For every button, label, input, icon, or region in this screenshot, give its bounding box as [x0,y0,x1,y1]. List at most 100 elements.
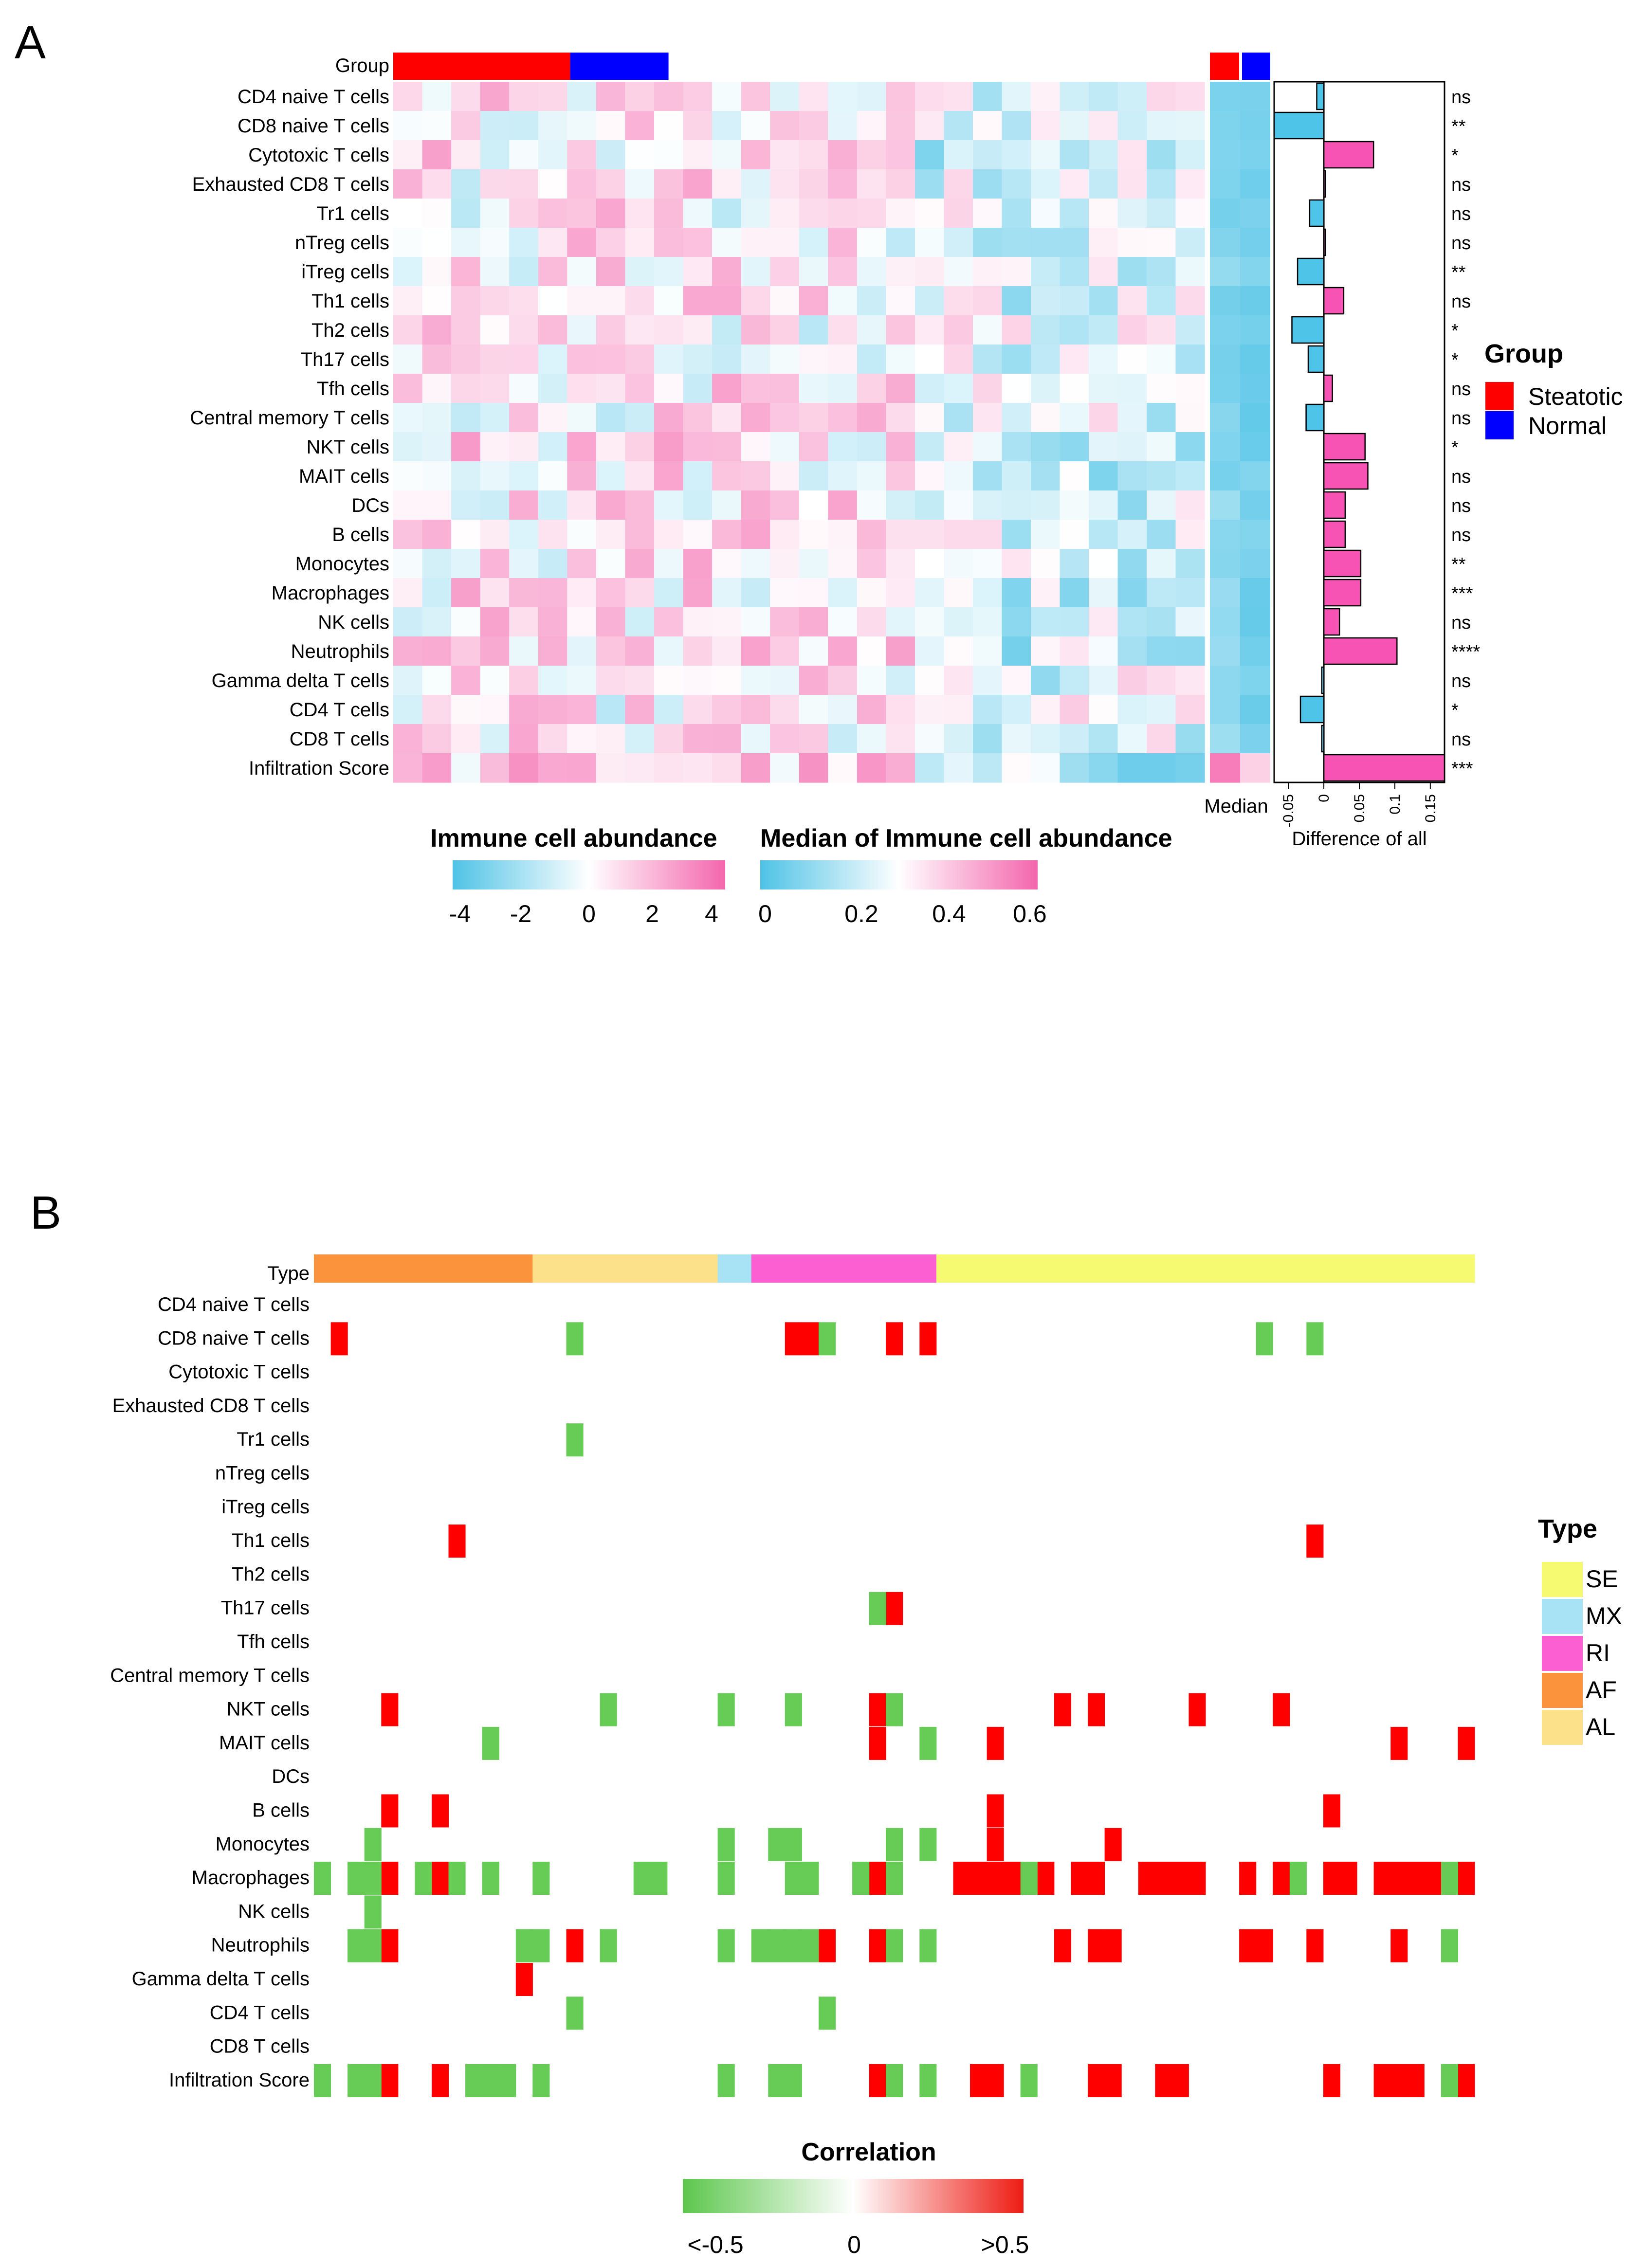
median-cell-steatotic [1210,374,1240,403]
heatmap-a-cell [538,695,567,725]
correlation-cell-positive [869,1862,886,1895]
median-cell-normal [1240,111,1270,141]
heatmap-a-cell [1089,257,1118,287]
significance-label: ns [1451,291,1471,312]
heatmap-a-cell [1175,403,1205,433]
median-cell-normal [1240,695,1270,725]
heatmap-a-cell [1147,169,1176,199]
heatmap-a-cell [393,257,423,287]
heatmap-a-cell [509,666,539,695]
difference-bar [1323,579,1362,607]
heatmap-a-cell [712,753,742,783]
difference-axis-label: Difference of all [1292,828,1427,850]
heatmap-a-cell [799,578,828,608]
heatmap-a-cell [1031,607,1061,637]
heatmap-a-cell [596,578,626,608]
heatmap-a-cell [451,549,481,579]
heatmap-a-cell [799,111,828,141]
heatmap-a-cell [451,374,481,403]
correlation-cell-negative [1256,1322,1273,1356]
heatmap-a-cell [886,724,915,754]
heatmap-a-cell [654,315,684,345]
heatmap-a-cell [1117,549,1147,579]
correlation-cell-positive [1373,2064,1391,2097]
correlation-cell-negative [802,1929,819,1962]
median-cell-steatotic [1210,490,1240,520]
heatmap-a-cell [422,345,452,374]
heatmap-a-cell [1060,549,1089,579]
median-cell-normal [1240,169,1270,199]
correlation-cell-negative [566,1996,584,2030]
heatmap-a-cell [741,403,770,433]
heatmap-a-cell [509,520,539,549]
heatmap-a-cell [625,228,655,257]
heatmap-a-cell [480,432,510,462]
heatmap-a-cell [683,695,713,725]
heatmap-a-cell [1175,578,1205,608]
heatmap-a-cell [1117,636,1147,666]
significance-label: ns [1451,467,1471,487]
correlation-cell-positive [381,1929,399,1962]
heatmap-a-cell [741,636,770,666]
panel-b: B Type CD4 naive T cells CD8 naive T cell… [30,1187,1622,2258]
heatmap-a-cell [1031,199,1061,228]
heatmap-a-cell [567,199,597,228]
legend-label-af: AF [1586,1676,1617,1704]
heatmap-a-cell [567,578,597,608]
heatmap-a-cell [1060,111,1089,141]
correlation-cell-negative [717,1862,735,1895]
median-cell-steatotic [1210,111,1240,141]
heatmap-a-cell [654,724,684,754]
heatmap-b-row-label: nTreg cells [215,1463,310,1484]
heatmap-a-cell [1175,140,1205,170]
heatmap-a-cell [451,666,481,695]
type-bar-segment [314,1254,533,1283]
heatmap-a-cell [625,403,655,433]
correlation-cell-negative [347,2064,365,2097]
correlation-cell-positive [448,1524,466,1558]
heatmap-a-cell [944,461,973,491]
type-bar-segment [717,1254,752,1283]
heatmap-a-cell [741,549,770,579]
heatmap-a-cell [683,315,713,345]
heatmap-a-cell [828,578,858,608]
correlation-cell-negative [785,1929,802,1962]
median-colorbar: Median of Immune cell abundance 0 0.2 0.… [758,824,1172,927]
correlation-colorbar: Correlation <-0.5 0 >0.5 [683,2138,1029,2258]
heatmap-a-cell [538,111,567,141]
heatmap-a-cell [828,607,858,637]
heatmap-a-cell [944,520,973,549]
heatmap-b-row-label: Th1 cells [232,1530,310,1551]
correlation-cell-negative [347,1862,365,1895]
heatmap-a-cell [567,345,597,374]
heatmap-a-cell [1060,403,1089,433]
heatmap-a-cell [596,549,626,579]
median-cell-normal [1240,345,1270,374]
heatmap-a-cell [857,82,887,111]
heatmap-a-cell [1117,490,1147,520]
heatmap-a-cell [567,666,597,695]
heatmap-a-cell [799,315,828,345]
heatmap-a-cell [480,199,510,228]
correlation-cell-negative [532,1862,550,1895]
correlation-cell-positive [381,2064,399,2097]
heatmap-a-row-label: Gamma delta T cells [212,670,389,691]
heatmap-a-cell [567,549,597,579]
heatmap-a-cell [741,666,770,695]
heatmap-a-cell [1147,578,1176,608]
heatmap-a-cell [973,140,1003,170]
correlation-cell-positive [1424,1862,1442,1895]
heatmap-a-cell [567,636,597,666]
heatmap-a-cell [393,461,423,491]
heatmap-a-cell [712,432,742,462]
heatmap-a-cell [1060,82,1089,111]
heatmap-a-cell [422,199,452,228]
heatmap-a-cell [1175,82,1205,111]
heatmap-a-cell [480,257,510,287]
median-cell-normal [1240,666,1270,695]
heatmap-a-cell [538,169,567,199]
heatmap-a-cell [944,695,973,725]
heatmap-b-row-label: DCs [272,1766,310,1787]
group-legend-title: Group [1484,339,1563,368]
correlation-cell-positive [886,1592,903,1625]
